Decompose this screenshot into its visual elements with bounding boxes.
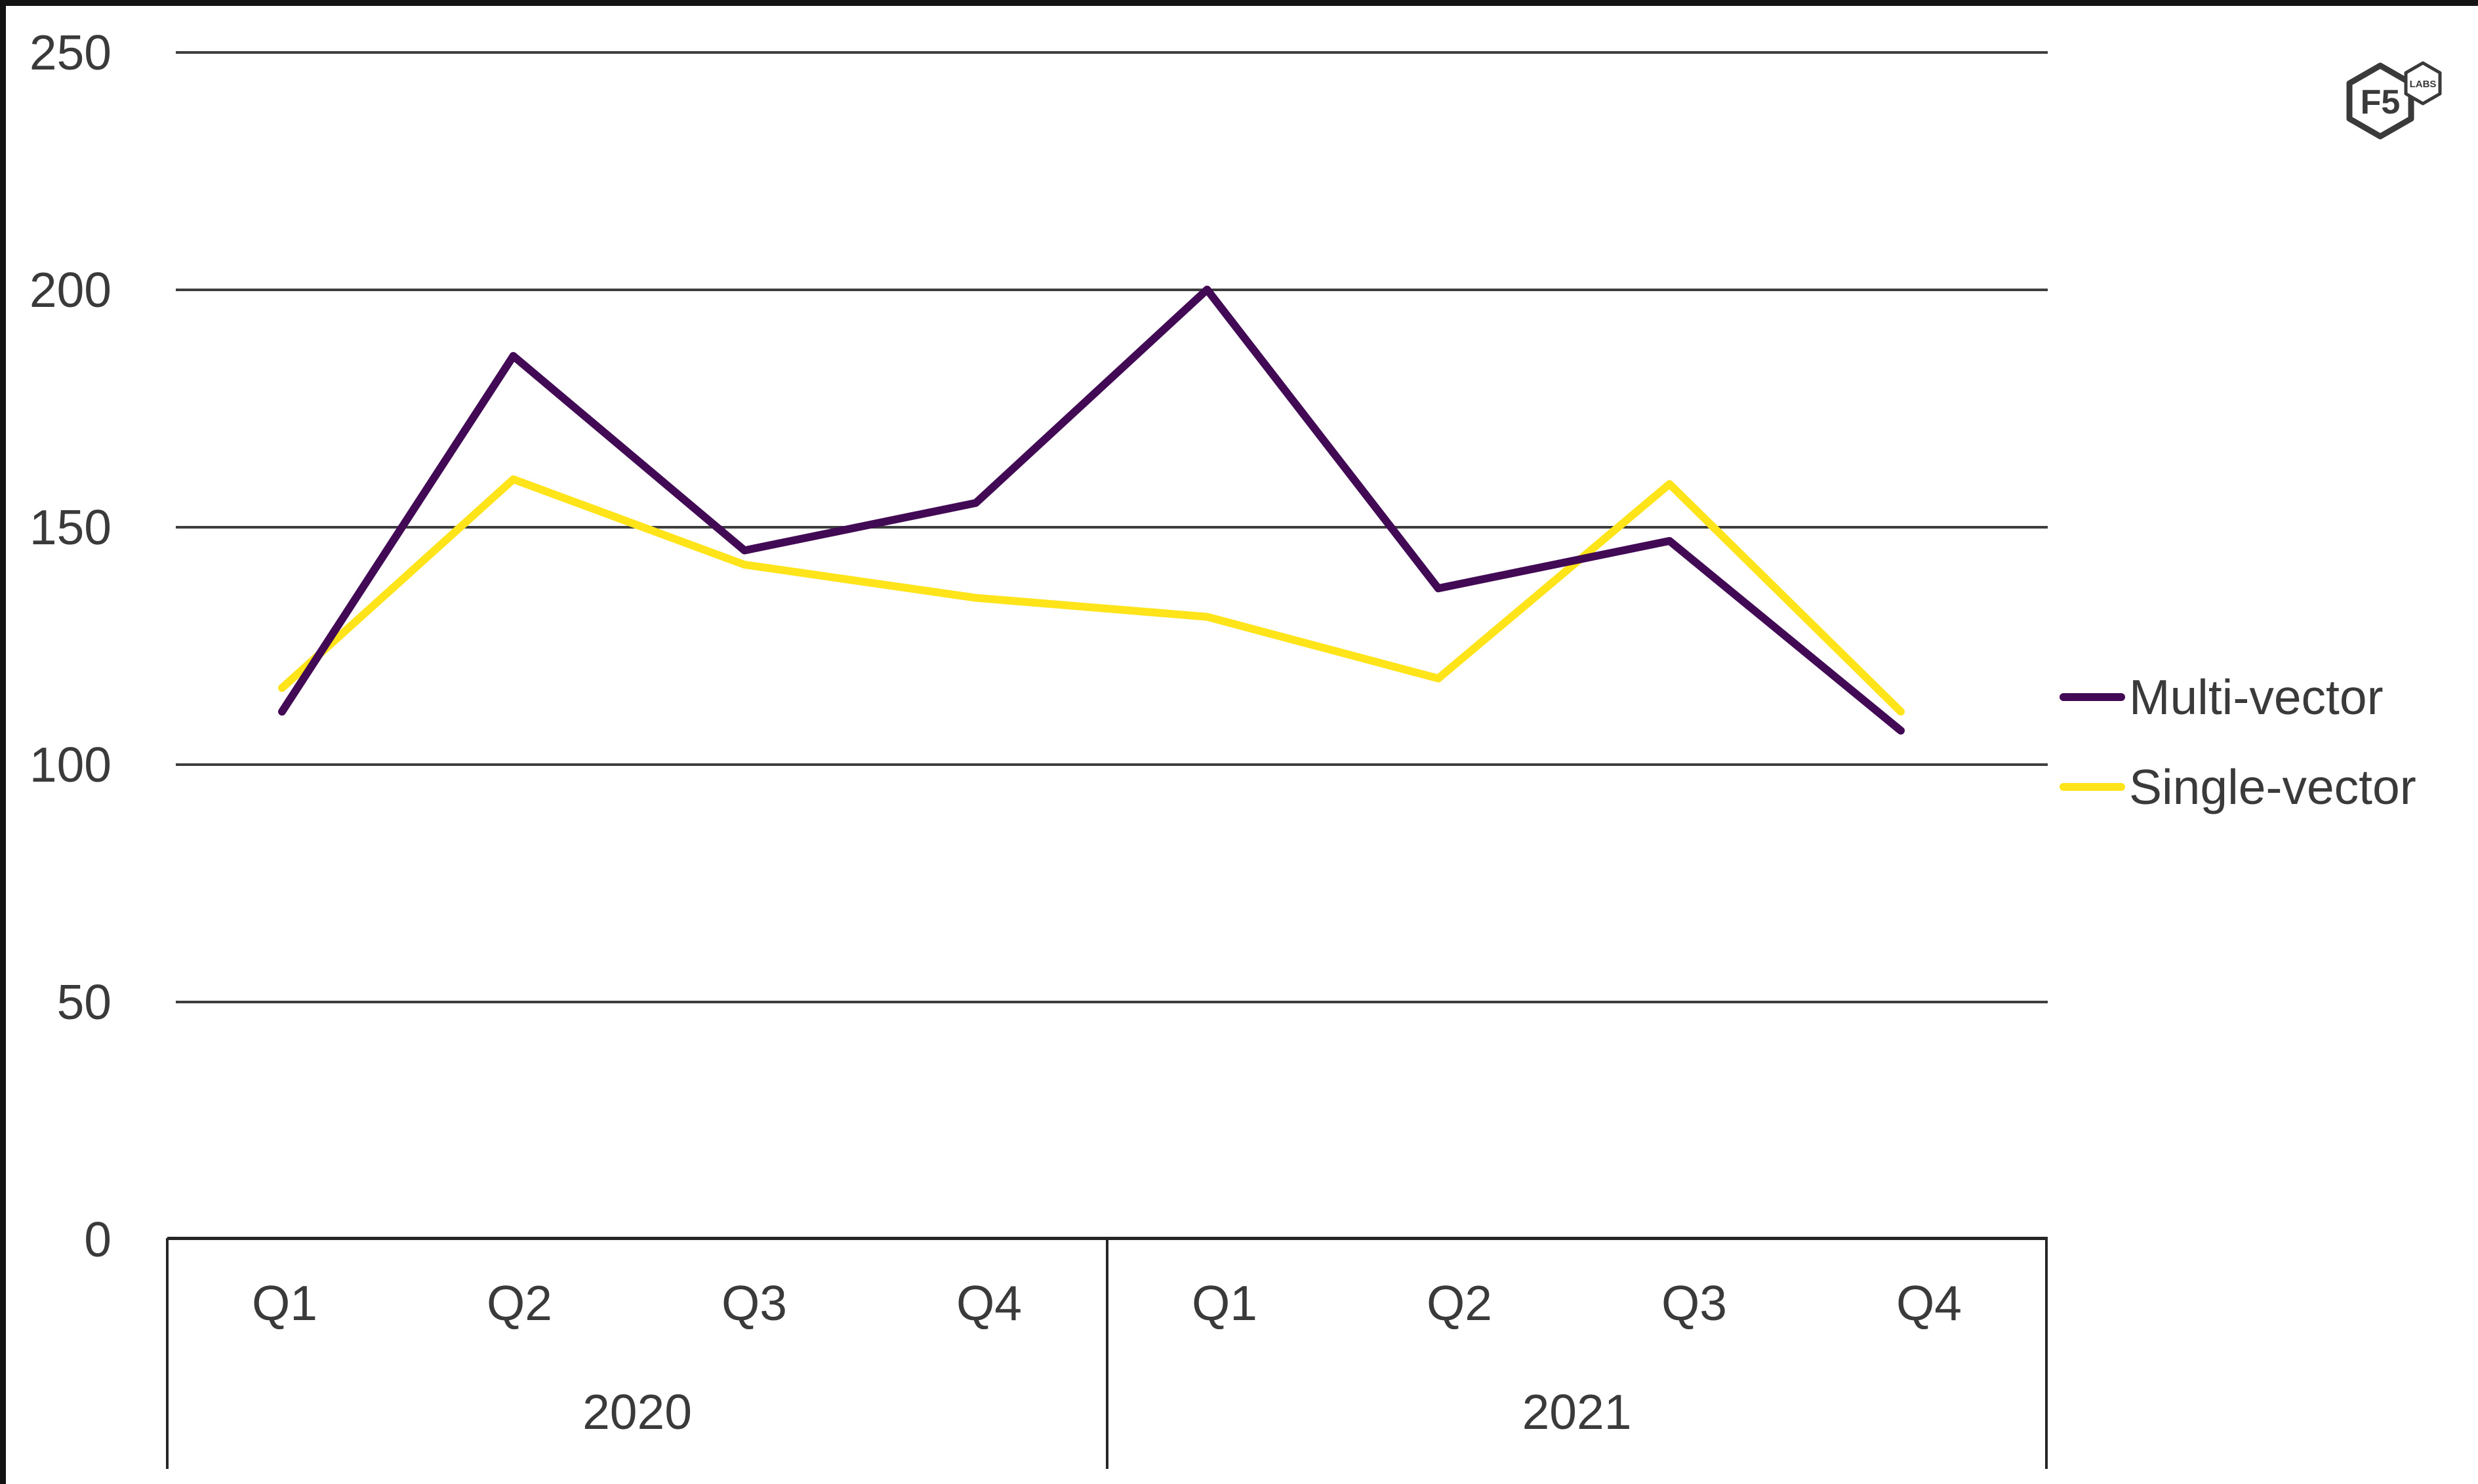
legend-label-single-vector: Single-vector <box>2129 759 2416 814</box>
ytick-200: 200 <box>29 262 112 317</box>
ytick-50: 50 <box>56 974 112 1030</box>
xtick-2020-q2: Q2 <box>486 1275 553 1331</box>
category-table-year-divider <box>1106 1238 1108 1469</box>
ytick-150: 150 <box>29 500 112 555</box>
series-line-single-vector <box>278 475 1905 716</box>
f5-logo-labs-text: LABS <box>2410 79 2437 90</box>
f5-logo-big-text: F5 <box>2361 83 2401 121</box>
legend-swatch-multi-vector <box>2060 693 2125 701</box>
year-label-2020: 2020 <box>582 1384 692 1439</box>
ytick-100: 100 <box>29 737 112 792</box>
gridline-200 <box>176 289 2048 291</box>
xtick-2021-q4: Q4 <box>1896 1275 1962 1331</box>
gridline-250 <box>176 51 2048 54</box>
series-line-multi-vector <box>278 285 1905 735</box>
screenshot-top-border <box>0 0 2478 6</box>
category-table-left-border <box>166 1238 169 1469</box>
ytick-250: 250 <box>29 25 112 80</box>
xtick-2021-q2: Q2 <box>1426 1275 1493 1331</box>
year-label-2021: 2021 <box>1522 1384 1632 1439</box>
f5-logo-labs-hexagon <box>2404 61 2442 106</box>
legend-swatch-single-vector <box>2060 783 2125 791</box>
xtick-2020-q1: Q1 <box>251 1275 318 1331</box>
xtick-2021-q1: Q1 <box>1191 1275 1258 1331</box>
legend-item-multi-vector: Multi-vector <box>2060 670 2384 725</box>
category-table-right-border <box>2045 1238 2048 1469</box>
screenshot-left-border <box>0 0 6 1484</box>
xtick-2021-q3: Q3 <box>1661 1275 1728 1331</box>
f5-labs-logo: F5 LABS <box>2346 61 2442 140</box>
xtick-2020-q4: Q4 <box>956 1275 1023 1331</box>
legend-item-single-vector: Single-vector <box>2060 759 2416 814</box>
ytick-0: 0 <box>84 1212 112 1267</box>
gridline-150 <box>176 526 2048 529</box>
gridline-50 <box>176 1001 2048 1003</box>
xtick-2020-q3: Q3 <box>721 1275 788 1331</box>
legend-label-multi-vector: Multi-vector <box>2129 670 2384 725</box>
gridline-100 <box>176 763 2048 766</box>
